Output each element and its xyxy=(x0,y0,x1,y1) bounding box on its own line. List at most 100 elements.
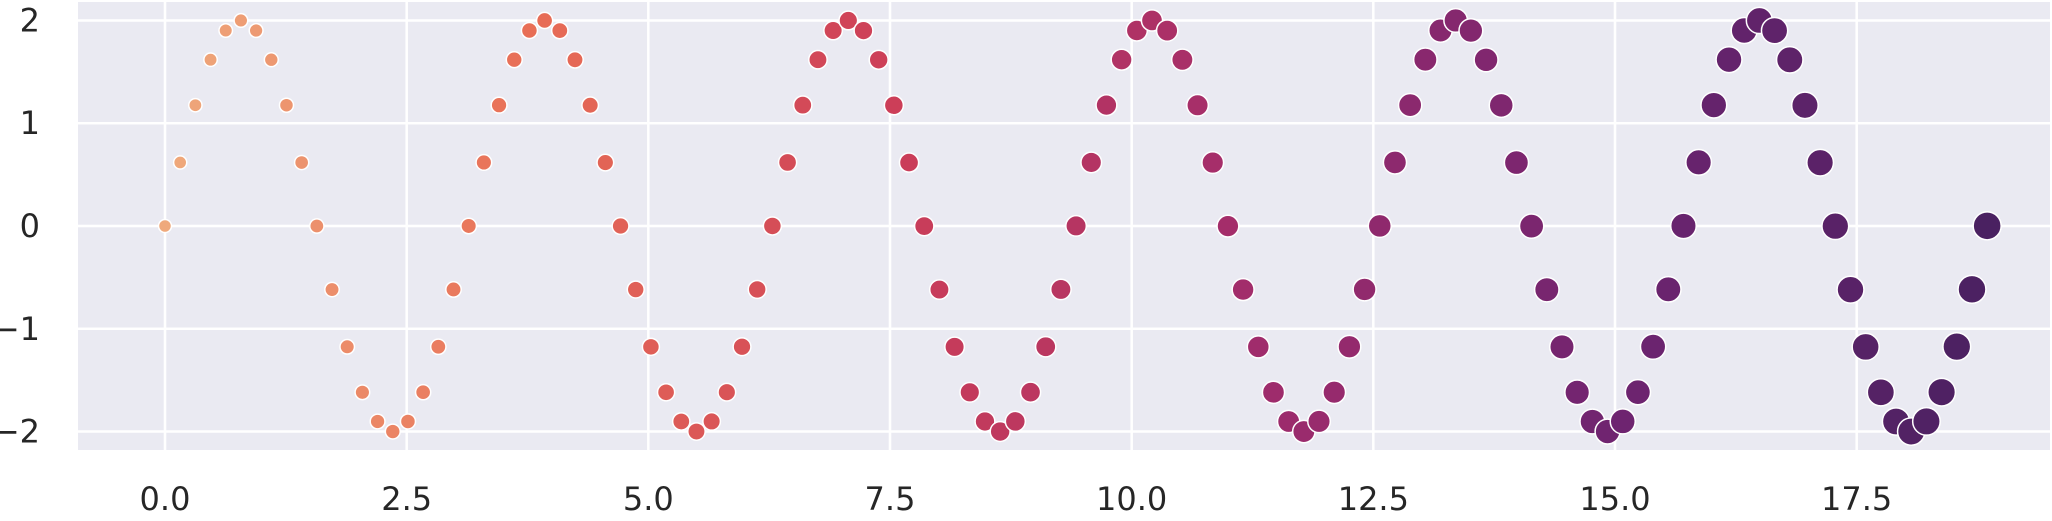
data-point xyxy=(278,97,295,113)
data-point xyxy=(1548,333,1575,360)
data-point xyxy=(566,50,584,69)
data-point xyxy=(1927,377,1957,407)
data-point xyxy=(1806,148,1835,177)
y-tick-label: 0 xyxy=(20,207,40,245)
data-point xyxy=(656,382,676,402)
x-tick-label: 5.0 xyxy=(623,480,674,518)
data-point xyxy=(187,97,203,113)
data-point xyxy=(1654,275,1682,303)
data-point xyxy=(838,10,859,31)
data-point xyxy=(989,420,1011,443)
data-point xyxy=(520,21,539,40)
data-point xyxy=(1942,332,1972,362)
data-point xyxy=(959,381,981,403)
data-point xyxy=(581,96,600,115)
data-point xyxy=(974,410,996,433)
x-axis-tick-labels: 0.0 2.5 5.0 7.5 10.0 12.5 15.0 17.5 xyxy=(140,480,1893,518)
data-point xyxy=(1412,47,1438,73)
data-point xyxy=(1473,47,1499,73)
grid-lines xyxy=(78,2,2050,450)
y-tick-label: −1 xyxy=(0,310,40,348)
data-point xyxy=(1352,277,1377,302)
data-point xyxy=(671,412,691,431)
data-point xyxy=(792,95,813,116)
data-point xyxy=(293,154,310,171)
x-tick-label: 15.0 xyxy=(1579,480,1650,518)
x-tick-label: 10.0 xyxy=(1096,480,1167,518)
data-point xyxy=(339,338,356,355)
data-point xyxy=(1216,214,1240,238)
y-axis-tick-labels: −2 −1 0 1 2 xyxy=(0,1,40,450)
data-point xyxy=(414,383,432,401)
data-point xyxy=(157,218,173,234)
data-point xyxy=(1821,212,1850,241)
data-point xyxy=(1700,91,1728,119)
data-point xyxy=(1095,94,1118,117)
data-point xyxy=(1866,378,1896,407)
data-point xyxy=(1049,278,1072,301)
x-tick-label: 17.5 xyxy=(1821,480,1892,518)
data-point xyxy=(490,96,508,114)
data-point xyxy=(1790,91,1819,120)
data-point xyxy=(1957,274,1987,305)
data-point xyxy=(1065,214,1088,237)
data-point xyxy=(1337,334,1362,359)
data-point xyxy=(1201,151,1225,175)
data-point xyxy=(808,49,828,70)
data-point xyxy=(1246,335,1271,359)
data-point xyxy=(732,337,752,357)
data-point xyxy=(702,411,722,431)
data-point xyxy=(747,279,767,300)
data-point xyxy=(1458,17,1484,44)
data-point xyxy=(550,21,569,40)
y-tick-label: −2 xyxy=(0,413,40,451)
data-point xyxy=(1609,408,1636,435)
data-point xyxy=(596,153,615,172)
data-point xyxy=(475,153,493,172)
data-point xyxy=(823,20,844,41)
data-point xyxy=(203,52,218,68)
data-point xyxy=(354,384,371,401)
x-tick-label: 0.0 xyxy=(140,480,191,518)
data-point xyxy=(1034,335,1057,358)
data-point xyxy=(1382,150,1408,175)
data-point xyxy=(1170,48,1194,72)
x-tick-label: 2.5 xyxy=(381,480,432,518)
data-point xyxy=(898,152,920,173)
data-point xyxy=(1155,19,1179,42)
data-point xyxy=(1488,92,1515,119)
data-point xyxy=(1261,380,1286,405)
data-point xyxy=(777,152,798,173)
data-point xyxy=(868,49,889,70)
data-point xyxy=(928,279,950,301)
data-point xyxy=(1760,16,1789,45)
data-point xyxy=(1503,149,1530,176)
data-point xyxy=(641,337,661,357)
data-point xyxy=(1397,92,1423,118)
data-point xyxy=(626,280,645,299)
data-point xyxy=(1518,213,1545,240)
data-point xyxy=(172,155,188,170)
data-point xyxy=(535,11,554,30)
data-point xyxy=(762,216,783,236)
data-point xyxy=(1110,48,1133,71)
data-point xyxy=(1307,409,1332,434)
data-point xyxy=(445,281,462,298)
data-point xyxy=(1019,381,1042,404)
x-tick-label: 7.5 xyxy=(865,480,916,518)
data-point xyxy=(883,95,905,116)
data-point xyxy=(460,217,478,235)
data-point xyxy=(1775,45,1804,74)
data-point xyxy=(1564,379,1591,406)
data-point xyxy=(1533,276,1560,303)
data-point xyxy=(1231,277,1255,302)
data-point xyxy=(505,51,523,69)
data-point xyxy=(1080,151,1103,174)
data-point xyxy=(1639,333,1667,361)
data-point xyxy=(399,413,417,430)
data-point xyxy=(369,413,386,430)
data-point xyxy=(1669,212,1697,240)
data-point xyxy=(1911,406,1941,436)
data-point xyxy=(233,12,249,29)
